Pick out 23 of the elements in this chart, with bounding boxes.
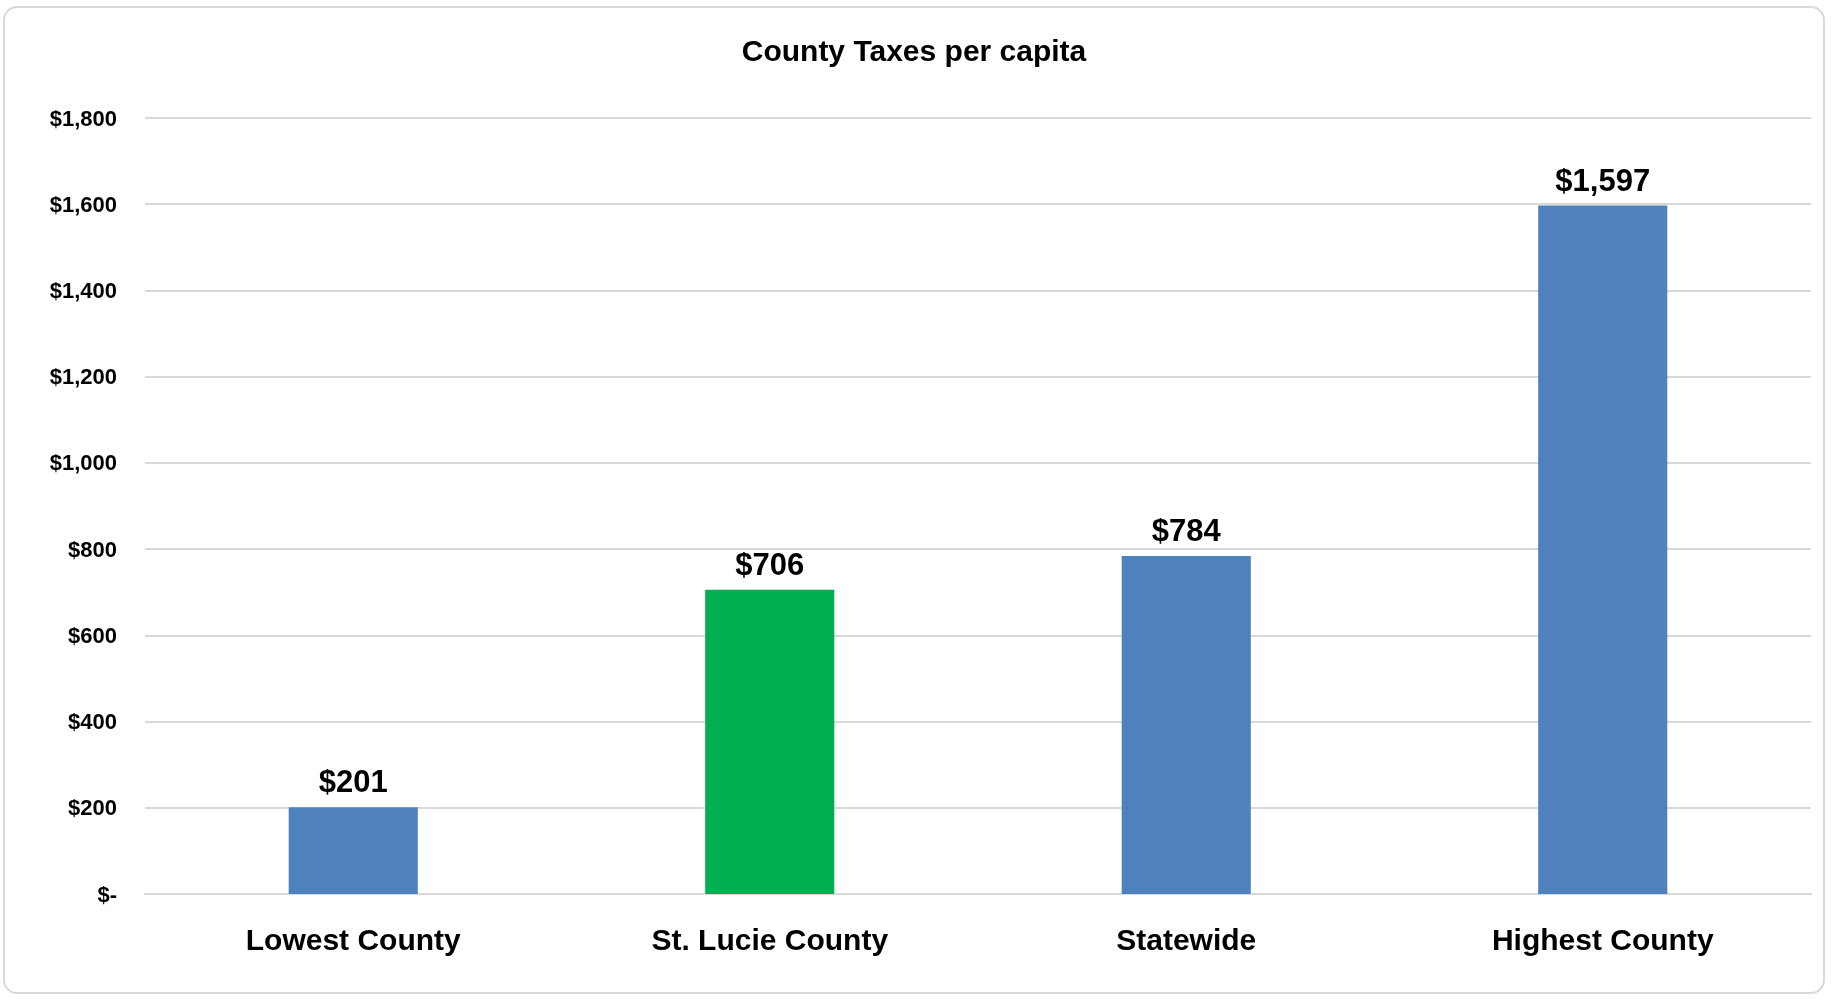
y-tick-label: $1,600 [49, 191, 117, 217]
y-tick-label: $1,400 [49, 277, 117, 303]
data-label: $1,597 [1555, 162, 1651, 198]
data-label: $784 [1151, 513, 1222, 549]
x-tick-label: Statewide [1116, 922, 1257, 956]
x-tick-label: Highest County [1491, 922, 1714, 956]
bar [1538, 205, 1668, 894]
x-tick-label: Lowest County [245, 922, 462, 956]
y-tick-label: $1,000 [49, 450, 117, 476]
bar [288, 807, 418, 894]
bar [705, 589, 835, 894]
bar [1121, 556, 1251, 894]
y-tick-label: $400 [68, 709, 117, 735]
data-label: $706 [735, 546, 805, 582]
y-tick-label: $1,200 [49, 364, 117, 390]
data-label: $201 [318, 764, 388, 800]
x-tick-label: St. Lucie County [651, 922, 889, 956]
y-tick-label: $1,800 [49, 105, 117, 131]
y-tick-label: $600 [68, 622, 117, 648]
chart-title: County Taxes per capita [741, 33, 1087, 67]
y-tick-label: $800 [68, 536, 117, 562]
y-tick-label: $- [97, 881, 117, 907]
y-tick-label: $200 [68, 795, 117, 821]
